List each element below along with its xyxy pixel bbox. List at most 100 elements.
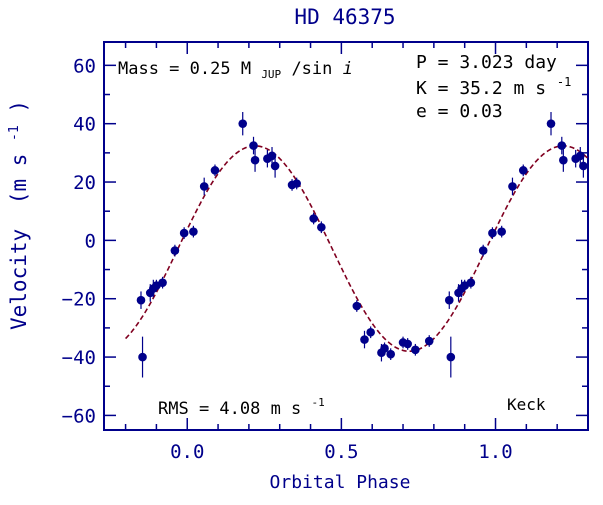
point-marker (189, 227, 198, 236)
plot-frame (103, 41, 589, 431)
data-point (380, 342, 389, 355)
point-marker (179, 228, 189, 238)
data-point (292, 177, 301, 190)
y-axis-label: Velocity (m s -1 ) (0, 100, 31, 330)
rms-exp: -1 (312, 396, 325, 409)
period-annotation: P = 3.023 day (416, 52, 557, 73)
data-point (360, 330, 369, 349)
data-point (403, 338, 412, 350)
point-marker (478, 246, 488, 255)
point-marker (360, 335, 369, 344)
data-point (199, 177, 209, 196)
data-point (546, 112, 556, 136)
x-axis-label: Orbital Phase (270, 472, 411, 493)
point-marker (170, 246, 180, 255)
data-point (352, 300, 362, 312)
point-marker (557, 141, 567, 150)
data-point (317, 221, 326, 234)
amplitude-prefix: K = 35.2 m s (416, 78, 546, 99)
y-tick-label: −60 (62, 405, 96, 427)
data-point (270, 154, 280, 178)
point-marker (199, 182, 209, 191)
point-marker (317, 222, 326, 232)
point-marker (267, 151, 277, 161)
x-tick-label: 0.5 (324, 441, 358, 463)
data-point (466, 276, 476, 289)
axis-ticks (104, 42, 589, 430)
data-point (189, 225, 198, 238)
data-point (575, 147, 585, 165)
data-point (518, 164, 528, 177)
telescope-label: Keck (507, 395, 546, 414)
chart-title: HD 46375 (294, 5, 395, 29)
mass-annotation: Mass = 0.25 M JUP /sin i (118, 59, 353, 83)
y-tick-label: 0 (85, 230, 96, 252)
point-marker (559, 155, 568, 165)
point-marker (249, 141, 258, 150)
point-marker (292, 179, 301, 188)
point-marker (380, 344, 389, 353)
point-marker (579, 161, 588, 171)
mass-subscript: JUP (261, 68, 281, 81)
data-point (267, 147, 277, 165)
data-point (411, 343, 420, 356)
data-point (249, 136, 258, 155)
data-point (444, 291, 454, 309)
point-marker (444, 295, 454, 305)
point-marker (497, 227, 506, 236)
eccentricity-annotation: e = 0.03 (416, 101, 503, 122)
data-point (478, 244, 488, 257)
data-point (488, 227, 497, 239)
x-tick-label: 1.0 (478, 441, 512, 463)
data-point (136, 291, 146, 309)
point-marker (309, 214, 318, 223)
point-marker (366, 327, 375, 337)
point-marker (270, 161, 280, 171)
y-tick-label: 40 (73, 114, 96, 136)
data-point (559, 148, 568, 172)
point-marker (386, 349, 396, 359)
mass-italic: i (343, 59, 353, 79)
point-marker (488, 228, 497, 238)
point-marker (508, 182, 517, 191)
point-marker (518, 166, 528, 175)
axis-tick-labels: −60 −40 −20 0 20 40 60 0.0 0.5 1.0 (62, 55, 513, 463)
y-tick-label: −20 (62, 289, 96, 311)
point-marker (466, 278, 476, 287)
amplitude-annotation: K = 35.2 m s -1 (416, 75, 571, 99)
mass-prefix: Mass = 0.25 M (118, 59, 251, 79)
y-axis-label-exp: -1 (7, 125, 22, 141)
amplitude-exp: -1 (557, 75, 571, 89)
data-point (446, 336, 456, 378)
data-point (366, 326, 375, 339)
point-marker (352, 301, 362, 311)
fit-curve (125, 145, 589, 353)
data-point (579, 154, 588, 178)
data-point (170, 244, 180, 257)
point-marker (424, 336, 434, 346)
data-point (250, 148, 260, 172)
data-point (424, 335, 434, 347)
data-point (179, 227, 189, 239)
y-axis-label-main: Velocity (7, 229, 31, 330)
y-tick-label: 60 (73, 55, 96, 77)
y-tick-label: 20 (73, 172, 96, 194)
point-marker (158, 278, 167, 287)
data-point (386, 348, 396, 360)
data-point (238, 112, 248, 136)
point-marker (411, 345, 420, 355)
data-point (138, 336, 147, 378)
mass-suffix: /sin (291, 59, 342, 79)
y-tick-label: −40 (62, 347, 96, 369)
point-marker (138, 352, 147, 362)
rms-annotation: RMS = 4.08 m s -1 (158, 396, 325, 419)
point-marker (136, 295, 146, 305)
data-point (309, 212, 318, 225)
data-point (158, 276, 167, 289)
point-marker (546, 119, 556, 128)
point-marker (250, 155, 260, 165)
point-marker (403, 339, 412, 349)
point-marker (210, 166, 220, 175)
data-points (136, 112, 588, 378)
